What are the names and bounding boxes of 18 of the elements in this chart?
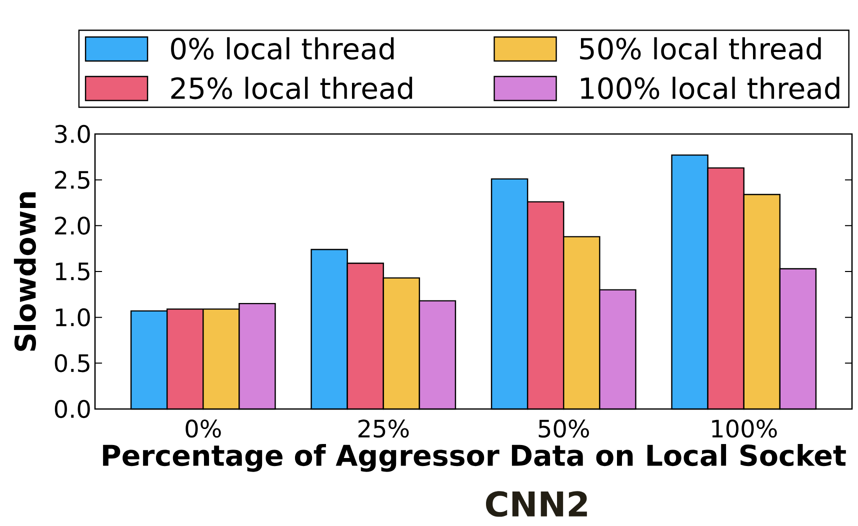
y-tick-label: 0.0 bbox=[54, 400, 90, 418]
x-tick-label: 50% bbox=[538, 420, 589, 438]
y-axis-title: Slowdown bbox=[14, 192, 36, 351]
legend-label: 0% local thread bbox=[171, 37, 394, 60]
text: CNN2 bbox=[486, 491, 587, 517]
x-tick-label: 25% bbox=[358, 420, 409, 438]
x-axis-title: Percentage of Aggressor Data on Local Socket bbox=[103, 444, 846, 472]
y-tick-label: 0.5 bbox=[54, 354, 90, 372]
legend-label: 25% local thread bbox=[171, 76, 412, 100]
legend-label: 50% local thread bbox=[580, 37, 821, 60]
x-tick-label: 100% bbox=[712, 420, 777, 438]
y-tick-label: 2.0 bbox=[55, 216, 90, 235]
x-tick-label: 0% bbox=[186, 420, 221, 438]
y-tick-label: 1.0 bbox=[56, 308, 90, 326]
y-tick-label: 1.5 bbox=[56, 262, 90, 280]
y-tick-label: 2.5 bbox=[55, 170, 90, 189]
y-tick-label: 3.0 bbox=[55, 124, 90, 144]
legend-label: 100% local thread bbox=[581, 76, 840, 100]
